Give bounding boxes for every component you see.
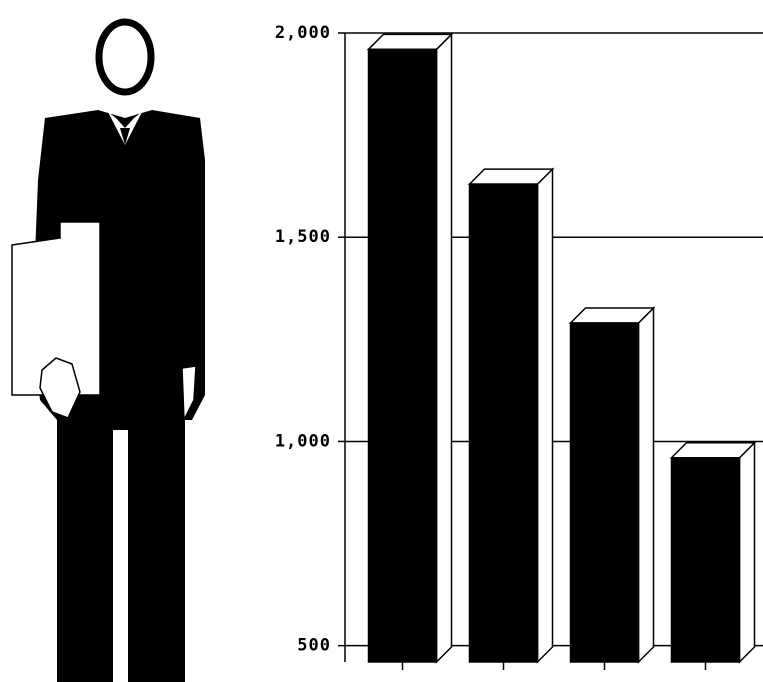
bar — [367, 48, 438, 663]
bar-top — [366, 33, 454, 51]
bar-side — [637, 306, 655, 664]
person-right-hand — [181, 365, 197, 421]
bar-top — [568, 307, 656, 324]
bar — [670, 457, 741, 663]
y-tick-label: 500 — [297, 636, 331, 656]
person-hand — [39, 357, 81, 419]
bar-side — [435, 32, 453, 664]
bar-side — [738, 440, 756, 664]
bar — [468, 183, 539, 663]
y-tick-label: 1,500 — [275, 227, 331, 247]
person-folder — [11, 221, 101, 396]
bar — [569, 322, 640, 663]
y-tick-label: 2,000 — [275, 23, 331, 43]
person-head — [95, 18, 155, 96]
bar-top — [669, 442, 757, 459]
person-clipart — [11, 18, 205, 682]
bar-top — [467, 168, 555, 185]
person-tie — [120, 128, 130, 145]
y-tick-label: 1,000 — [275, 431, 331, 451]
bar-side — [536, 167, 554, 664]
